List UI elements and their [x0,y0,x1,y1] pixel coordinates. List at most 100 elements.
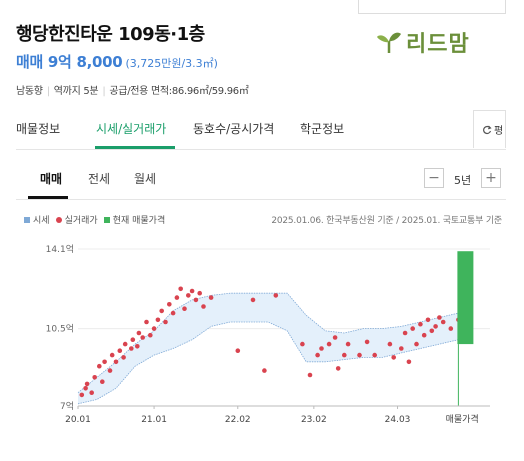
actual-trade-point [163,319,168,325]
market-price-lower-line [77,321,459,405]
actual-trade-point [402,330,408,336]
meta-direction: 남동향 [16,86,43,97]
actual-trade-point [193,297,199,303]
listing-price-bar [457,251,474,345]
actual-trade-point [79,392,85,398]
trade-type-tabs: 매매 전세 월세 − 5년 + [16,160,506,200]
logo: 리드맘 [376,26,470,58]
actual-trade-point [414,341,419,347]
actual-trade-point [178,286,183,292]
market-price-upper-line [77,292,459,394]
price-per-pyeong: (3,725만원/3.3㎡) [125,57,218,70]
actual-trade-point [406,359,412,365]
actual-trade-point [372,352,378,358]
period-decrease-button[interactable]: − [424,168,444,188]
data-source-note: 2025.01.06. 한국부동산원 기준 / 2025.01. 국토교통부 기… [271,216,502,226]
actual-trade-point [319,346,324,351]
top-right-box [358,0,506,14]
actual-trade-point [437,315,442,320]
actual-trade-point [208,295,214,300]
unit-toggle-label: 평 [494,126,504,137]
y-tick-label: 7억 [60,400,74,412]
legend-item-market: 시세 [24,213,50,226]
actual-trade-point [174,295,180,300]
actual-trade-point [429,328,435,334]
actual-trade-point [167,302,172,307]
refresh-icon [483,125,492,134]
actual-trade-point [250,297,256,303]
actual-trade-point [130,337,136,342]
legend-swatch-actual [55,216,62,223]
legend-swatch-market [24,216,30,223]
actual-trade-point [307,372,313,378]
actual-trade-point [262,368,267,373]
tab-school-info[interactable]: 학군정보 [300,122,345,136]
actual-trade-point [140,335,145,340]
x-tick-label: 21.01 [141,415,167,425]
actual-trade-point [332,335,338,340]
sprout-icon [377,32,401,53]
x-tick-label: 23.02 [301,415,327,425]
actual-trade-point [122,341,128,347]
actual-trade-point [97,363,102,369]
actual-trade-point [235,348,241,353]
actual-trade-point [357,352,362,358]
legend-label-actual: 실거래가 [64,216,98,226]
actual-trade-point [148,332,153,338]
meta-divider: | [46,86,50,97]
meta-area: 공급/전용 면적:86.96㎡/59.96㎡ [109,86,249,97]
actual-trade-point [433,324,438,329]
subtab-jeonse[interactable]: 전세 [88,172,111,186]
actual-trade-point [273,293,279,298]
unit-toggle-button[interactable]: 평 [473,110,506,148]
tab-listing-info[interactable]: 매물정보 [16,122,61,136]
sale-price: 매매 9억 8,000 [16,53,123,71]
actual-trade-point [189,288,195,294]
actual-trade-point [201,304,206,309]
actual-trade-point [135,344,140,349]
actual-trade-point [387,341,393,347]
actual-trade-point [155,317,161,323]
actual-trade-point [410,326,416,331]
subtab-sale[interactable]: 매매 [40,172,63,186]
actual-trade-point [425,317,431,323]
legend-item-listing: 현재 매물가격 [103,213,165,226]
actual-trade-point [326,341,332,347]
market-price-band [78,293,459,404]
legend-label-market: 시세 [33,216,50,226]
period-label: 5년 [454,174,472,187]
actual-trade-point [113,359,119,365]
price-row: 매매 9억 8,000 (3,725만원/3.3㎡) [16,51,218,72]
actual-trade-point [418,321,423,327]
y-tick-label: 10.5억 [46,323,74,335]
actual-trade-point [315,352,320,358]
period-increase-button[interactable]: + [481,168,501,188]
x-tick-label: 24.03 [385,415,411,425]
actual-trade-point [197,290,202,296]
actual-trade-point [159,308,164,314]
actual-trade-point [170,310,176,316]
subtab-monthly-rent[interactable]: 월세 [134,172,157,186]
chart-legend: 시세 실거래가 현재 매물가격 [24,213,171,226]
x-tick-label: 20.01 [65,415,91,425]
active-subtab-indicator [28,196,68,199]
legend-swatch-listing [103,216,110,223]
actual-trade-point [391,355,397,360]
actual-trade-point [109,352,115,358]
active-tab-indicator [95,146,175,149]
actual-trade-point [151,326,157,331]
y-tick-label: 14.1억 [46,243,74,255]
tab-unit-public-price[interactable]: 동호수/공시가격 [193,122,275,136]
actual-trade-point [121,355,126,360]
price-chart: 7억 10.5억 14.1억 20.01 21.01 22.02 23.02 24.03 매물가… [46,243,490,425]
actual-trade-point [117,348,123,353]
tab-price-history[interactable]: 시세/실거래가 [96,122,167,136]
actual-trade-point [144,319,149,325]
actual-trade-point [129,346,134,351]
meta-divider: | [102,86,106,97]
logo-text: 리드맘 [406,32,470,57]
actual-trade-point [448,326,454,331]
actual-trade-point [89,390,94,395]
actual-trade-point [186,293,191,298]
actual-trade-point [83,386,88,391]
